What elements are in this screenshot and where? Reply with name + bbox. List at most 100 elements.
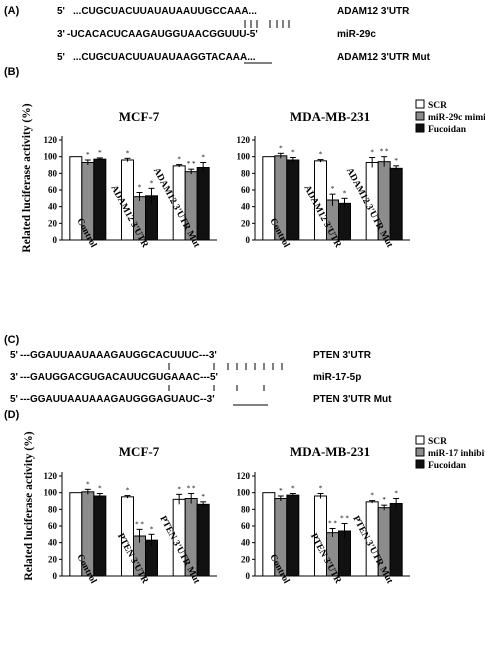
y-tick-label: 0 — [246, 571, 251, 581]
bar — [93, 158, 107, 241]
y-tick-label: 100 — [44, 488, 58, 498]
y-tick-label: 20 — [241, 554, 251, 564]
seq-a-row2-name: miR-29c — [337, 29, 376, 40]
significance-marker: * — [279, 487, 283, 495]
bar — [286, 159, 300, 241]
significance-marker: * * — [135, 520, 144, 528]
legend-swatch — [415, 435, 425, 445]
significance-marker: * — [291, 485, 295, 493]
significance-marker: * — [370, 492, 374, 500]
seq-c-row1: ---GGAUUAAUAAAGAUGGCACUUUC---3' — [20, 350, 217, 361]
y-tick-label: 100 — [44, 152, 58, 162]
seq-c-row3-prefix: 5' — [10, 394, 18, 405]
bar — [286, 494, 300, 577]
seq-c-pairing-lines — [168, 363, 283, 370]
seq-c-row3: ---GGAUUAAUAAAGAUGGGAGUAUC--3' — [20, 394, 215, 405]
panel-b-ylabel: Related luciferase activity (%) — [21, 103, 33, 252]
significance-marker: * — [150, 179, 154, 187]
panel-d-ylabel: Related luciferase activity (%) — [23, 431, 35, 580]
bar — [389, 503, 403, 577]
bar — [93, 495, 107, 577]
legend-label: SCR — [428, 437, 447, 447]
y-tick-label: 60 — [48, 521, 58, 531]
y-tick-label: 120 — [44, 471, 58, 481]
y-tick-label: 0 — [53, 571, 58, 581]
bar — [196, 167, 210, 241]
significance-marker: * — [138, 184, 142, 192]
y-tick-label: 20 — [48, 554, 58, 564]
y-tick-label: 60 — [241, 521, 251, 531]
seq-a-row3-prefix: 5' — [57, 52, 65, 63]
significance-marker: * * — [187, 160, 196, 168]
y-tick-label: 80 — [241, 168, 251, 178]
significance-marker: * — [177, 156, 181, 164]
significance-marker: * — [126, 149, 130, 157]
chart-2: MDA-MB-231020406080100120**Control***ADA… — [237, 99, 485, 250]
significance-marker: * — [201, 493, 205, 501]
y-tick-label: 60 — [48, 185, 58, 195]
chart-title: MDA-MB-231 — [290, 109, 370, 124]
legend-swatch — [415, 111, 425, 121]
seq-a-row3-name: ADAM12 3'UTR Mut — [337, 52, 431, 63]
y-tick-label: 80 — [241, 504, 251, 514]
legend-swatch — [415, 123, 425, 133]
y-tick-label: 20 — [48, 218, 58, 228]
significance-marker: * — [98, 485, 102, 493]
significance-marker: * — [319, 485, 323, 493]
significance-marker: * * — [328, 520, 337, 528]
legend-label: SCR — [428, 101, 447, 111]
y-tick-label: 80 — [48, 168, 58, 178]
y-tick-label: 0 — [246, 235, 251, 245]
significance-marker: * — [279, 144, 283, 152]
legend-swatch — [415, 459, 425, 469]
seq-a-row2-prefix: 3' — [57, 29, 65, 40]
significance-marker: * — [86, 480, 90, 488]
legend-swatch — [415, 447, 425, 457]
significance-marker: * — [150, 525, 154, 533]
significance-marker: * — [319, 151, 323, 159]
chart-title: MCF-7 — [119, 444, 160, 459]
y-tick-label: 80 — [48, 504, 58, 514]
y-tick-label: 60 — [241, 185, 251, 195]
seq-a-row1: ...CUGCUACUUAUAUAAUUGCCAAA... — [73, 6, 257, 17]
chart-title: MDA-MB-231 — [290, 444, 370, 459]
panel-c-label: (C) — [4, 334, 20, 346]
significance-marker: * * — [340, 515, 349, 523]
seq-a-row1-prefix: 5' — [57, 6, 65, 17]
seq-c-row2-name: miR-17-5p — [313, 372, 361, 383]
significance-marker: * * — [187, 485, 196, 493]
legend-label: miR-17 inhibitor — [428, 449, 485, 459]
y-tick-label: 100 — [237, 488, 251, 498]
significance-marker: * — [370, 149, 374, 157]
y-tick-label: 120 — [44, 135, 58, 145]
bar — [389, 167, 403, 241]
significance-marker: * — [201, 154, 205, 162]
y-tick-label: 0 — [53, 235, 58, 245]
significance-marker: * — [394, 157, 398, 165]
y-tick-label: 20 — [241, 218, 251, 228]
significance-marker: * — [343, 189, 347, 197]
y-tick-label: 120 — [237, 471, 251, 481]
seq-c-row1-prefix: 5' — [10, 350, 18, 361]
seq-a-row2: -UCACACUCAAGAUGGUAACGGUUU-5' — [67, 29, 258, 40]
y-tick-label: 100 — [237, 152, 251, 162]
legend-label: Fucoidan — [428, 461, 467, 471]
seq-a-pairing-lines — [244, 20, 290, 28]
seq-c-row2-prefix: 3' — [10, 372, 18, 383]
y-tick-label: 40 — [48, 538, 58, 548]
panel-d-label: (D) — [4, 409, 20, 421]
significance-marker: * * — [380, 148, 389, 156]
panel-a: (A) 5' ...CUGCUACUUAUAUAAUUGCCAAA... ADA… — [4, 5, 431, 64]
panel-b-label: (B) — [4, 66, 20, 78]
seq-a-row3: ...CUGCUACUUAUAUAAGGTACAAA... — [73, 52, 256, 63]
significance-marker: * — [177, 485, 181, 493]
significance-marker: * — [98, 149, 102, 157]
seq-c-row3-name: PTEN 3'UTR Mut — [313, 394, 392, 405]
y-tick-label: 40 — [241, 538, 251, 548]
significance-marker: * — [394, 490, 398, 498]
legend-label: Fucoidan — [428, 125, 467, 135]
